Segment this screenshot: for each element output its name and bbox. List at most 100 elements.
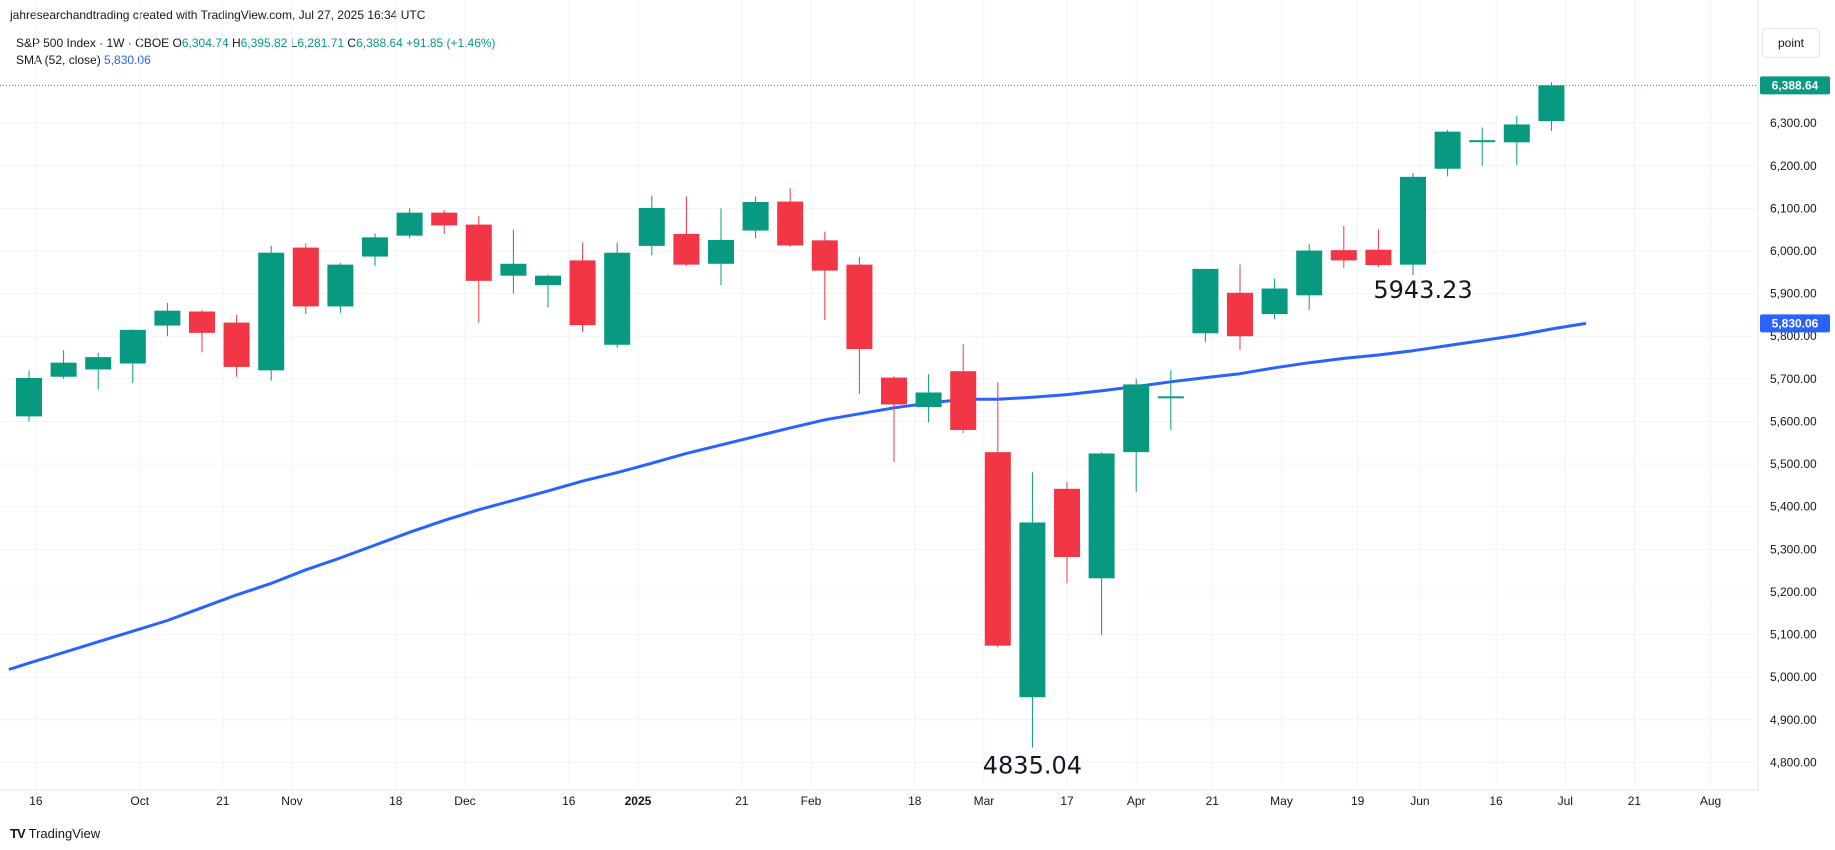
sma-line: [8, 321, 1587, 671]
candle-down: [950, 371, 977, 430]
candle-up: [327, 264, 354, 307]
tradingview-brand: TradingView: [28, 826, 101, 841]
candle-up: [50, 362, 77, 377]
last-price-tag-bg: [1760, 76, 1830, 95]
price-annotation: 4835.04: [983, 751, 1082, 779]
x-tick-label: Jul: [1558, 794, 1573, 808]
symbol-label[interactable]: S&P 500 Index · 1W · CBOE: [16, 36, 170, 50]
candle-down: [846, 264, 873, 350]
x-tick-label: Feb: [801, 794, 822, 808]
x-tick-label: 16: [29, 794, 43, 808]
sma-label[interactable]: SMA (52, close): [16, 53, 101, 67]
x-tick-label: 18: [389, 794, 403, 808]
x-tick-label: Aug: [1700, 794, 1721, 808]
x-tick-label: 16: [562, 794, 576, 808]
x-tick-label: 2025: [625, 794, 652, 808]
candle-down: [1330, 250, 1357, 261]
x-tick-label: Apr: [1127, 794, 1146, 808]
candle-up: [1400, 176, 1426, 265]
y-tick-label: 5,300.00: [1770, 542, 1817, 556]
tradingview-logo[interactable]: TV TradingView: [10, 826, 100, 841]
low-label: L: [290, 36, 298, 50]
y-tick-label: 4,800.00: [1770, 755, 1817, 769]
candle-down: [811, 240, 838, 271]
tradingview-logo-icon: TV: [10, 826, 26, 841]
candle-up: [396, 212, 423, 236]
y-tick-label: 5,900.00: [1770, 287, 1817, 301]
chart-header-title: jahresearchandtrading created with Tradi…: [10, 8, 426, 22]
candle-up: [500, 263, 527, 276]
candle-down: [189, 311, 215, 333]
candle-up: [1503, 124, 1530, 143]
y-tick-label: 5,400.00: [1770, 500, 1817, 514]
x-tick-label: 16: [1489, 794, 1503, 808]
scale-mode-button[interactable]: point: [1762, 28, 1820, 58]
close-value: 6,388.64: [356, 36, 403, 50]
candle-up: [638, 207, 665, 246]
candle-up: [1469, 140, 1496, 143]
candle-up: [16, 378, 42, 417]
candle-up: [1538, 85, 1565, 122]
sma-value: 5,830.06: [104, 53, 151, 67]
x-tick-label: Nov: [281, 794, 302, 808]
candle-down: [431, 212, 458, 226]
y-tick-label: 5,800.00: [1770, 329, 1817, 343]
candle-down: [984, 452, 1011, 646]
candle-down: [673, 233, 700, 265]
candle-down: [1365, 249, 1392, 266]
y-tick-label: 5,200.00: [1770, 585, 1817, 599]
y-tick-label: 6,300.00: [1770, 116, 1817, 130]
close-label: C: [347, 36, 357, 50]
candle-down: [1054, 488, 1080, 558]
x-tick-label: Mar: [974, 794, 995, 808]
candle-up: [1261, 288, 1288, 315]
sma-price-tag: 5,830.06: [1772, 316, 1819, 330]
open-value: 6,304.74: [181, 36, 229, 50]
candle-down: [777, 201, 804, 246]
x-tick-label: Oct: [130, 794, 149, 808]
sma-legend: SMA (52, close) 5,830.06: [16, 53, 151, 67]
open-label: O: [172, 36, 182, 50]
y-tick-label: 5,700.00: [1770, 372, 1817, 386]
candle-down: [881, 377, 907, 405]
low-value: 6,281.71: [297, 36, 345, 50]
candle-down: [223, 322, 250, 367]
x-tick-label: 17: [1060, 794, 1074, 808]
y-tick-label: 5,500.00: [1770, 457, 1817, 471]
candle-up: [119, 329, 146, 364]
ohlc-legend: S&P 500 Index · 1W · CBOE O6,304.74 H6,3…: [16, 36, 496, 50]
x-tick-label: Dec: [454, 794, 475, 808]
x-tick-label: May: [1270, 794, 1293, 808]
candle-up: [362, 237, 388, 257]
candle-up: [1434, 131, 1461, 169]
candle-up: [742, 201, 769, 231]
y-tick-label: 4,900.00: [1770, 713, 1817, 727]
y-tick-label: 6,200.00: [1770, 159, 1817, 173]
candle-up: [1157, 396, 1184, 399]
y-tick-label: 5,100.00: [1770, 628, 1817, 642]
change-value: +91.85 (+1.46%): [406, 36, 496, 50]
x-tick-label: 21: [216, 794, 230, 808]
x-tick-label: Jun: [1410, 794, 1429, 808]
high-label: H: [231, 36, 241, 50]
candle-up: [604, 252, 631, 345]
high-value: 6,395.82: [240, 36, 288, 50]
y-tick-label: 6,000.00: [1770, 244, 1817, 258]
y-tick-label: 5,600.00: [1770, 414, 1817, 428]
x-tick-label: 19: [1351, 794, 1365, 808]
candle-down: [1227, 292, 1253, 337]
x-tick-label: 21: [1206, 794, 1220, 808]
candle-up: [1192, 268, 1219, 334]
candle-up: [915, 392, 942, 407]
last-price-tag: 6,388.64: [1772, 78, 1819, 92]
candle-down: [569, 260, 596, 326]
candle-up: [258, 252, 285, 371]
candle-up: [1088, 453, 1115, 579]
x-tick-label: 18: [908, 794, 922, 808]
candle-up: [1123, 384, 1150, 453]
candle-up: [154, 310, 181, 326]
y-tick-label: 6,100.00: [1770, 201, 1817, 215]
candle-up: [85, 357, 112, 370]
candle-down: [465, 224, 492, 281]
